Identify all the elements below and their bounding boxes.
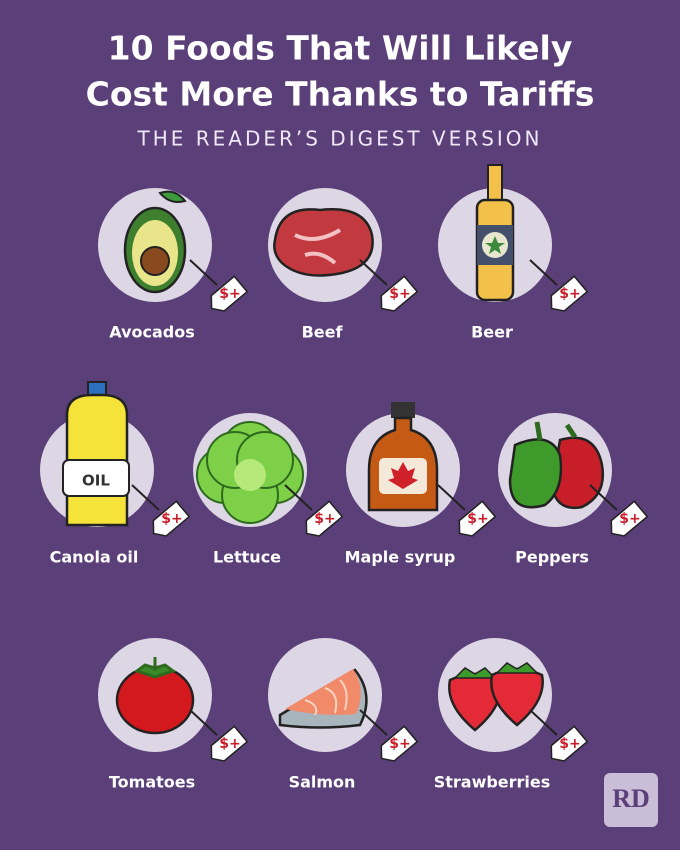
price-tag: $+ — [550, 275, 589, 312]
price-tag: $+ — [210, 275, 249, 312]
tag-shape — [610, 500, 649, 537]
price-tag: $+ — [210, 725, 249, 762]
food-item: $+ Salmon — [268, 638, 419, 792]
logo: RD — [612, 784, 650, 813]
tag-shape — [550, 275, 589, 312]
title-line: Cost More Thanks to Tariffs — [86, 75, 595, 114]
bottle-neck — [487, 164, 503, 201]
item-label: Maple syrup — [345, 548, 456, 567]
tag-string — [284, 484, 313, 511]
item-label: Salmon — [289, 773, 356, 792]
tag-shape — [305, 500, 344, 537]
tag-string — [359, 709, 388, 736]
item-label: Tomatoes — [109, 773, 195, 792]
price-tag: $+ — [152, 500, 191, 537]
food-item: $+ Maple syrup — [345, 402, 497, 567]
tag-text: $+ — [559, 286, 580, 302]
item-label: Lettuce — [213, 548, 281, 567]
avocado-pit — [140, 246, 170, 276]
stems — [534, 421, 578, 441]
tag-shape — [550, 725, 589, 762]
salmon-lines — [304, 679, 348, 716]
item-label: Beef — [302, 323, 344, 342]
tag-text: $+ — [219, 286, 240, 302]
tag-string — [359, 259, 388, 286]
tag-text: $+ — [619, 511, 640, 527]
tag-text: $+ — [389, 286, 410, 302]
product-text: OIL — [82, 472, 110, 490]
tag-text: $+ — [467, 511, 488, 527]
food-item: $+ Beer — [438, 164, 589, 342]
tag-text: $+ — [219, 736, 240, 752]
item-label: Beer — [471, 323, 513, 342]
food-item: $+ Lettuce — [193, 413, 344, 567]
cap — [391, 402, 415, 418]
tomato-top — [133, 657, 177, 679]
tag-shape — [210, 275, 249, 312]
tag-string — [131, 484, 160, 511]
strawberry-top — [453, 667, 497, 679]
tag-text: $+ — [314, 511, 335, 527]
price-tag: $+ — [305, 500, 344, 537]
tag-string — [437, 484, 466, 511]
tag-text: $+ — [559, 736, 580, 752]
price-tag: $+ — [380, 275, 419, 312]
star — [485, 236, 505, 254]
tag-shape — [380, 275, 419, 312]
item-label: Avocados — [109, 323, 194, 342]
green-pepper — [508, 438, 563, 509]
tag-string — [529, 259, 558, 286]
price-tag: $+ — [380, 725, 419, 762]
beef — [273, 208, 374, 277]
food-item: $+ Strawberries — [434, 638, 589, 792]
jug-label — [62, 459, 130, 497]
tag-string — [589, 484, 618, 511]
tag-string — [189, 709, 218, 736]
price-tag: $+ — [550, 725, 589, 762]
tag-shape — [380, 725, 419, 762]
price-tag: $+ — [458, 500, 497, 537]
lettuce-core — [234, 459, 266, 491]
maple-leaf — [388, 462, 418, 489]
food-item: $+ Avocados — [98, 188, 249, 342]
strawberry-top — [495, 662, 539, 674]
subtitle: THE READER’S DIGEST VERSION — [136, 127, 542, 151]
tag-shape — [458, 500, 497, 537]
tag-shape — [152, 500, 191, 537]
food-item: OIL $+ Canola oil — [40, 381, 191, 567]
tag-text: $+ — [161, 511, 182, 527]
tag-text: $+ — [389, 736, 410, 752]
red-pepper — [550, 436, 605, 510]
logo-box — [604, 773, 658, 827]
title-line: 10 Foods That Will Likely — [108, 29, 573, 68]
food-item: $+ Tomatoes — [98, 638, 249, 792]
tag-string — [189, 259, 218, 286]
marbling — [294, 228, 342, 265]
salmon-flesh — [285, 669, 361, 715]
price-tag: $+ — [610, 500, 649, 537]
item-label: Canola oil — [50, 548, 139, 567]
item-label: Strawberries — [434, 773, 551, 792]
food-item: $+ Peppers — [498, 413, 649, 567]
leaf — [158, 190, 187, 203]
tag-string — [529, 709, 558, 736]
food-item: $+ Beef — [268, 188, 419, 342]
tag-shape — [210, 725, 249, 762]
item-label: Peppers — [515, 548, 589, 567]
